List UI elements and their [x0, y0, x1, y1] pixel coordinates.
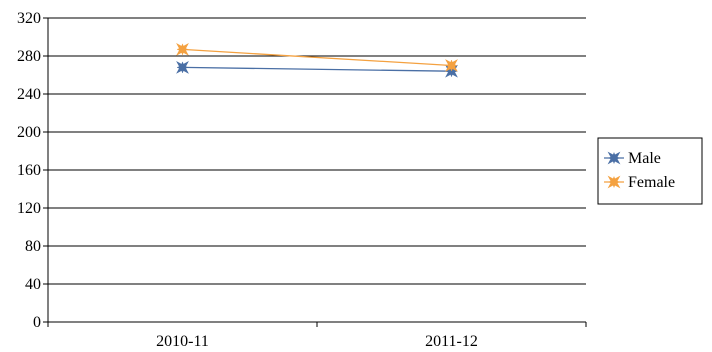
- gridlines: [48, 17, 586, 285]
- y-tick-label: 320: [17, 10, 41, 27]
- axes: [43, 17, 587, 327]
- x-tick-label: 2011-12: [425, 333, 478, 350]
- y-tick-label: 0: [33, 314, 41, 331]
- y-tick-labels: 0 40 80 120 160 200 240 280 320: [17, 10, 41, 331]
- y-tick-label: 240: [17, 86, 41, 103]
- data-point-male: [176, 60, 189, 74]
- data-point-female: [445, 59, 458, 72]
- legend-marker-male: [607, 151, 621, 165]
- y-tick-label: 280: [17, 48, 41, 65]
- legend-marker-female: [607, 175, 621, 189]
- y-tick-label: 200: [17, 124, 41, 141]
- x-tick-label: 2010-11: [156, 333, 209, 350]
- legend: Male Female: [597, 137, 703, 205]
- data-point-female: [176, 42, 189, 56]
- y-tick-label: 160: [17, 162, 41, 179]
- legend-box: [597, 137, 703, 205]
- y-tick-label: 80: [25, 238, 41, 255]
- y-tick-label: 40: [25, 276, 41, 293]
- y-tick-label: 120: [17, 200, 41, 217]
- x-tick-labels: 2010-11 2011-12: [156, 333, 478, 350]
- series-line-male: [182, 66, 452, 72]
- series-layer: [176, 42, 458, 78]
- series-line-female: [182, 48, 452, 67]
- legend-label-female: Female: [628, 174, 675, 191]
- legend-label-male: Male: [628, 150, 661, 167]
